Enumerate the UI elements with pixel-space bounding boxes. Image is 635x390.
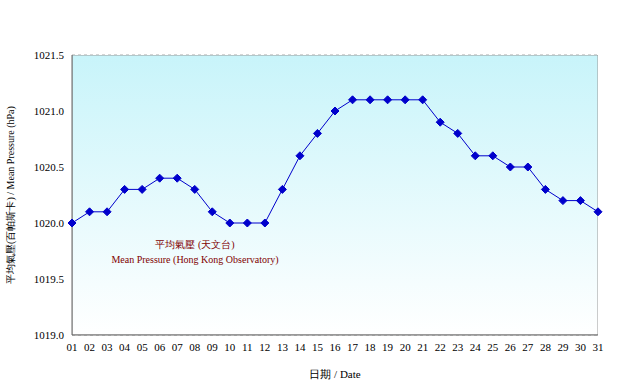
svg-text:22: 22 [435, 341, 446, 353]
svg-text:28: 28 [540, 341, 552, 353]
svg-text:20: 20 [400, 341, 412, 353]
svg-text:10: 10 [224, 341, 236, 353]
svg-text:24: 24 [470, 341, 482, 353]
svg-text:13: 13 [277, 341, 289, 353]
svg-text:1019.0: 1019.0 [34, 329, 65, 341]
svg-text:1020.0: 1020.0 [34, 217, 65, 229]
svg-text:12: 12 [259, 341, 270, 353]
svg-text:05: 05 [137, 341, 149, 353]
svg-text:14: 14 [294, 341, 306, 353]
svg-text:日期 / Date: 日期 / Date [309, 368, 360, 380]
svg-text:平均氣壓(百帕斯卡) / Mean Pressure (hP: 平均氣壓(百帕斯卡) / Mean Pressure (hPa) [8, 106, 17, 284]
svg-text:03: 03 [102, 341, 114, 353]
svg-text:09: 09 [207, 341, 219, 353]
svg-text:30: 30 [575, 341, 587, 353]
html-text:Mean Pressure (Hong Kong Obser: Mean Pressure (Hong Kong Observatory) [111, 254, 279, 265]
svg-text:31: 31 [593, 341, 604, 353]
svg-text:1021.5: 1021.5 [34, 49, 65, 61]
svg-text:02: 02 [84, 341, 95, 353]
svg-text:17: 17 [347, 341, 359, 353]
svg-text:26: 26 [505, 341, 517, 353]
svg-text:19: 19 [382, 341, 394, 353]
html-text:平均氣壓 (天文台): 平均氣壓 (天文台) [155, 239, 235, 250]
svg-text:25: 25 [487, 341, 499, 353]
svg-text:11: 11 [242, 341, 253, 353]
svg-text:08: 08 [189, 341, 201, 353]
svg-text:18: 18 [365, 341, 377, 353]
svg-text:07: 07 [172, 341, 184, 353]
svg-text:27: 27 [522, 341, 534, 353]
svg-text:15: 15 [312, 341, 324, 353]
svg-text:01: 01 [67, 341, 78, 353]
svg-text:06: 06 [154, 341, 166, 353]
svg-text:1021.0: 1021.0 [34, 105, 65, 117]
svg-text:23: 23 [452, 341, 464, 353]
svg-text:16: 16 [330, 341, 342, 353]
svg-text:29: 29 [557, 341, 569, 353]
svg-text:21: 21 [417, 341, 428, 353]
svg-text:1019.5: 1019.5 [34, 273, 65, 285]
svg-text:1020.5: 1020.5 [34, 161, 65, 173]
svg-text:04: 04 [119, 341, 131, 353]
